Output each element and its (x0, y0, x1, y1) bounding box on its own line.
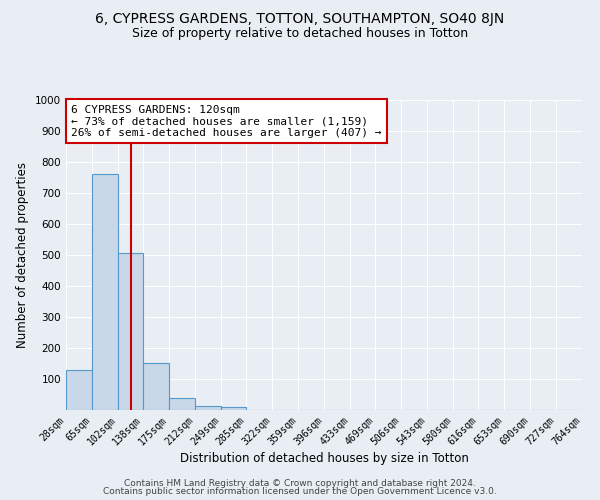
Bar (195, 406, 221, 410)
Text: Contains public sector information licensed under the Open Government Licence v3: Contains public sector information licen… (103, 487, 497, 496)
Text: Size of property relative to detached houses in Totton: Size of property relative to detached ho… (132, 28, 468, 40)
Bar (66, 370, 92, 410)
Text: 6, CYPRESS GARDENS, TOTTON, SOUTHAMPTON, SO40 8JN: 6, CYPRESS GARDENS, TOTTON, SOUTHAMPTON,… (95, 12, 505, 26)
Bar (169, 398, 195, 410)
Bar (143, 363, 169, 410)
Text: Contains HM Land Registry data © Crown copyright and database right 2024.: Contains HM Land Registry data © Crown c… (124, 478, 476, 488)
Bar (92, 174, 118, 410)
Y-axis label: Number of detached properties: Number of detached properties (16, 162, 29, 348)
Text: 6 CYPRESS GARDENS: 120sqm
← 73% of detached houses are smaller (1,159)
26% of se: 6 CYPRESS GARDENS: 120sqm ← 73% of detac… (71, 104, 382, 138)
X-axis label: Distribution of detached houses by size in Totton: Distribution of detached houses by size … (179, 452, 469, 466)
Bar (118, 253, 143, 410)
Bar (221, 407, 246, 410)
